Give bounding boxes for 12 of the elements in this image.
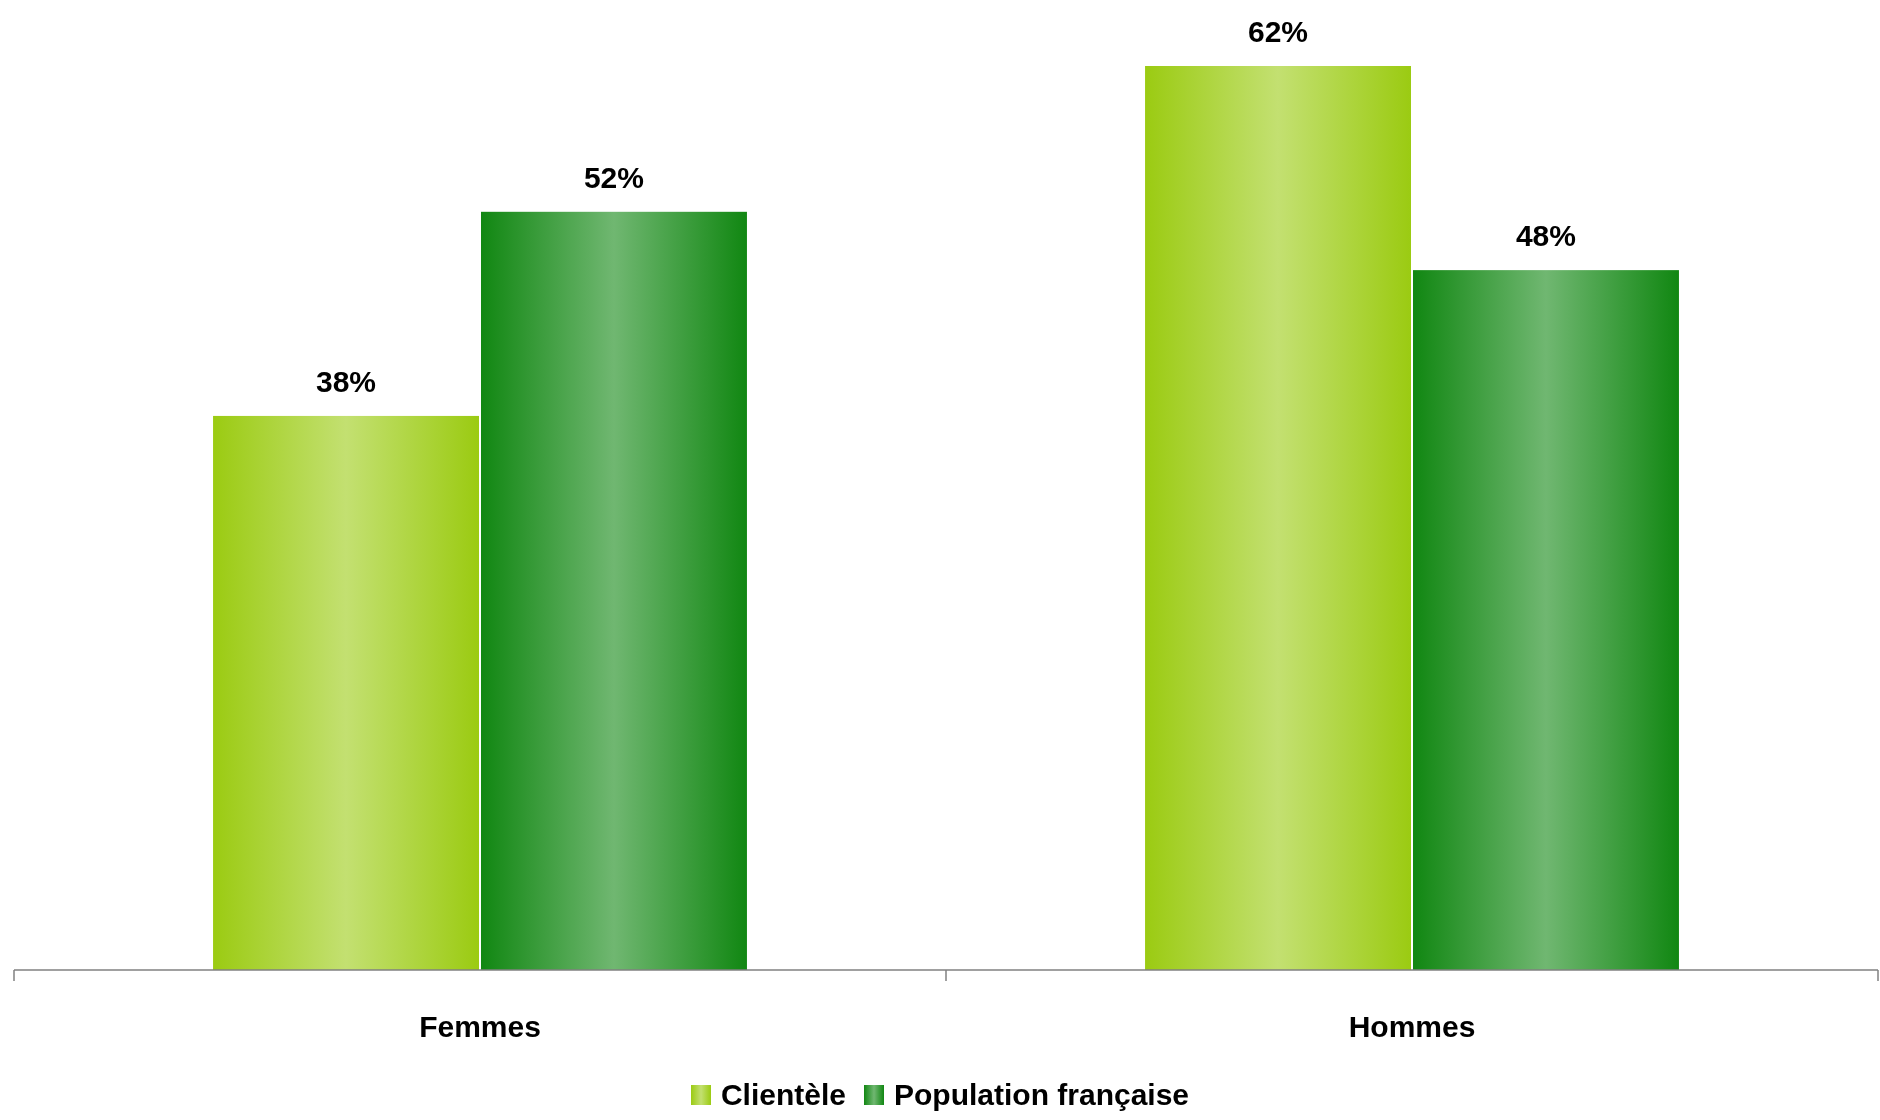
bar xyxy=(1413,270,1679,970)
legend-label: Population française xyxy=(893,1078,1190,1112)
bar xyxy=(481,211,747,970)
data-label: 38% xyxy=(316,364,377,398)
data-label: 52% xyxy=(583,160,644,194)
x-tick-label: Femmes xyxy=(419,1010,541,1043)
data-label: 48% xyxy=(1515,219,1576,253)
bar xyxy=(213,415,479,970)
data-label: 62% xyxy=(1248,15,1309,48)
legend-label: Clientèle xyxy=(720,1078,846,1112)
x-tick-label: Hommes xyxy=(1348,1010,1476,1043)
bar xyxy=(1145,66,1411,970)
